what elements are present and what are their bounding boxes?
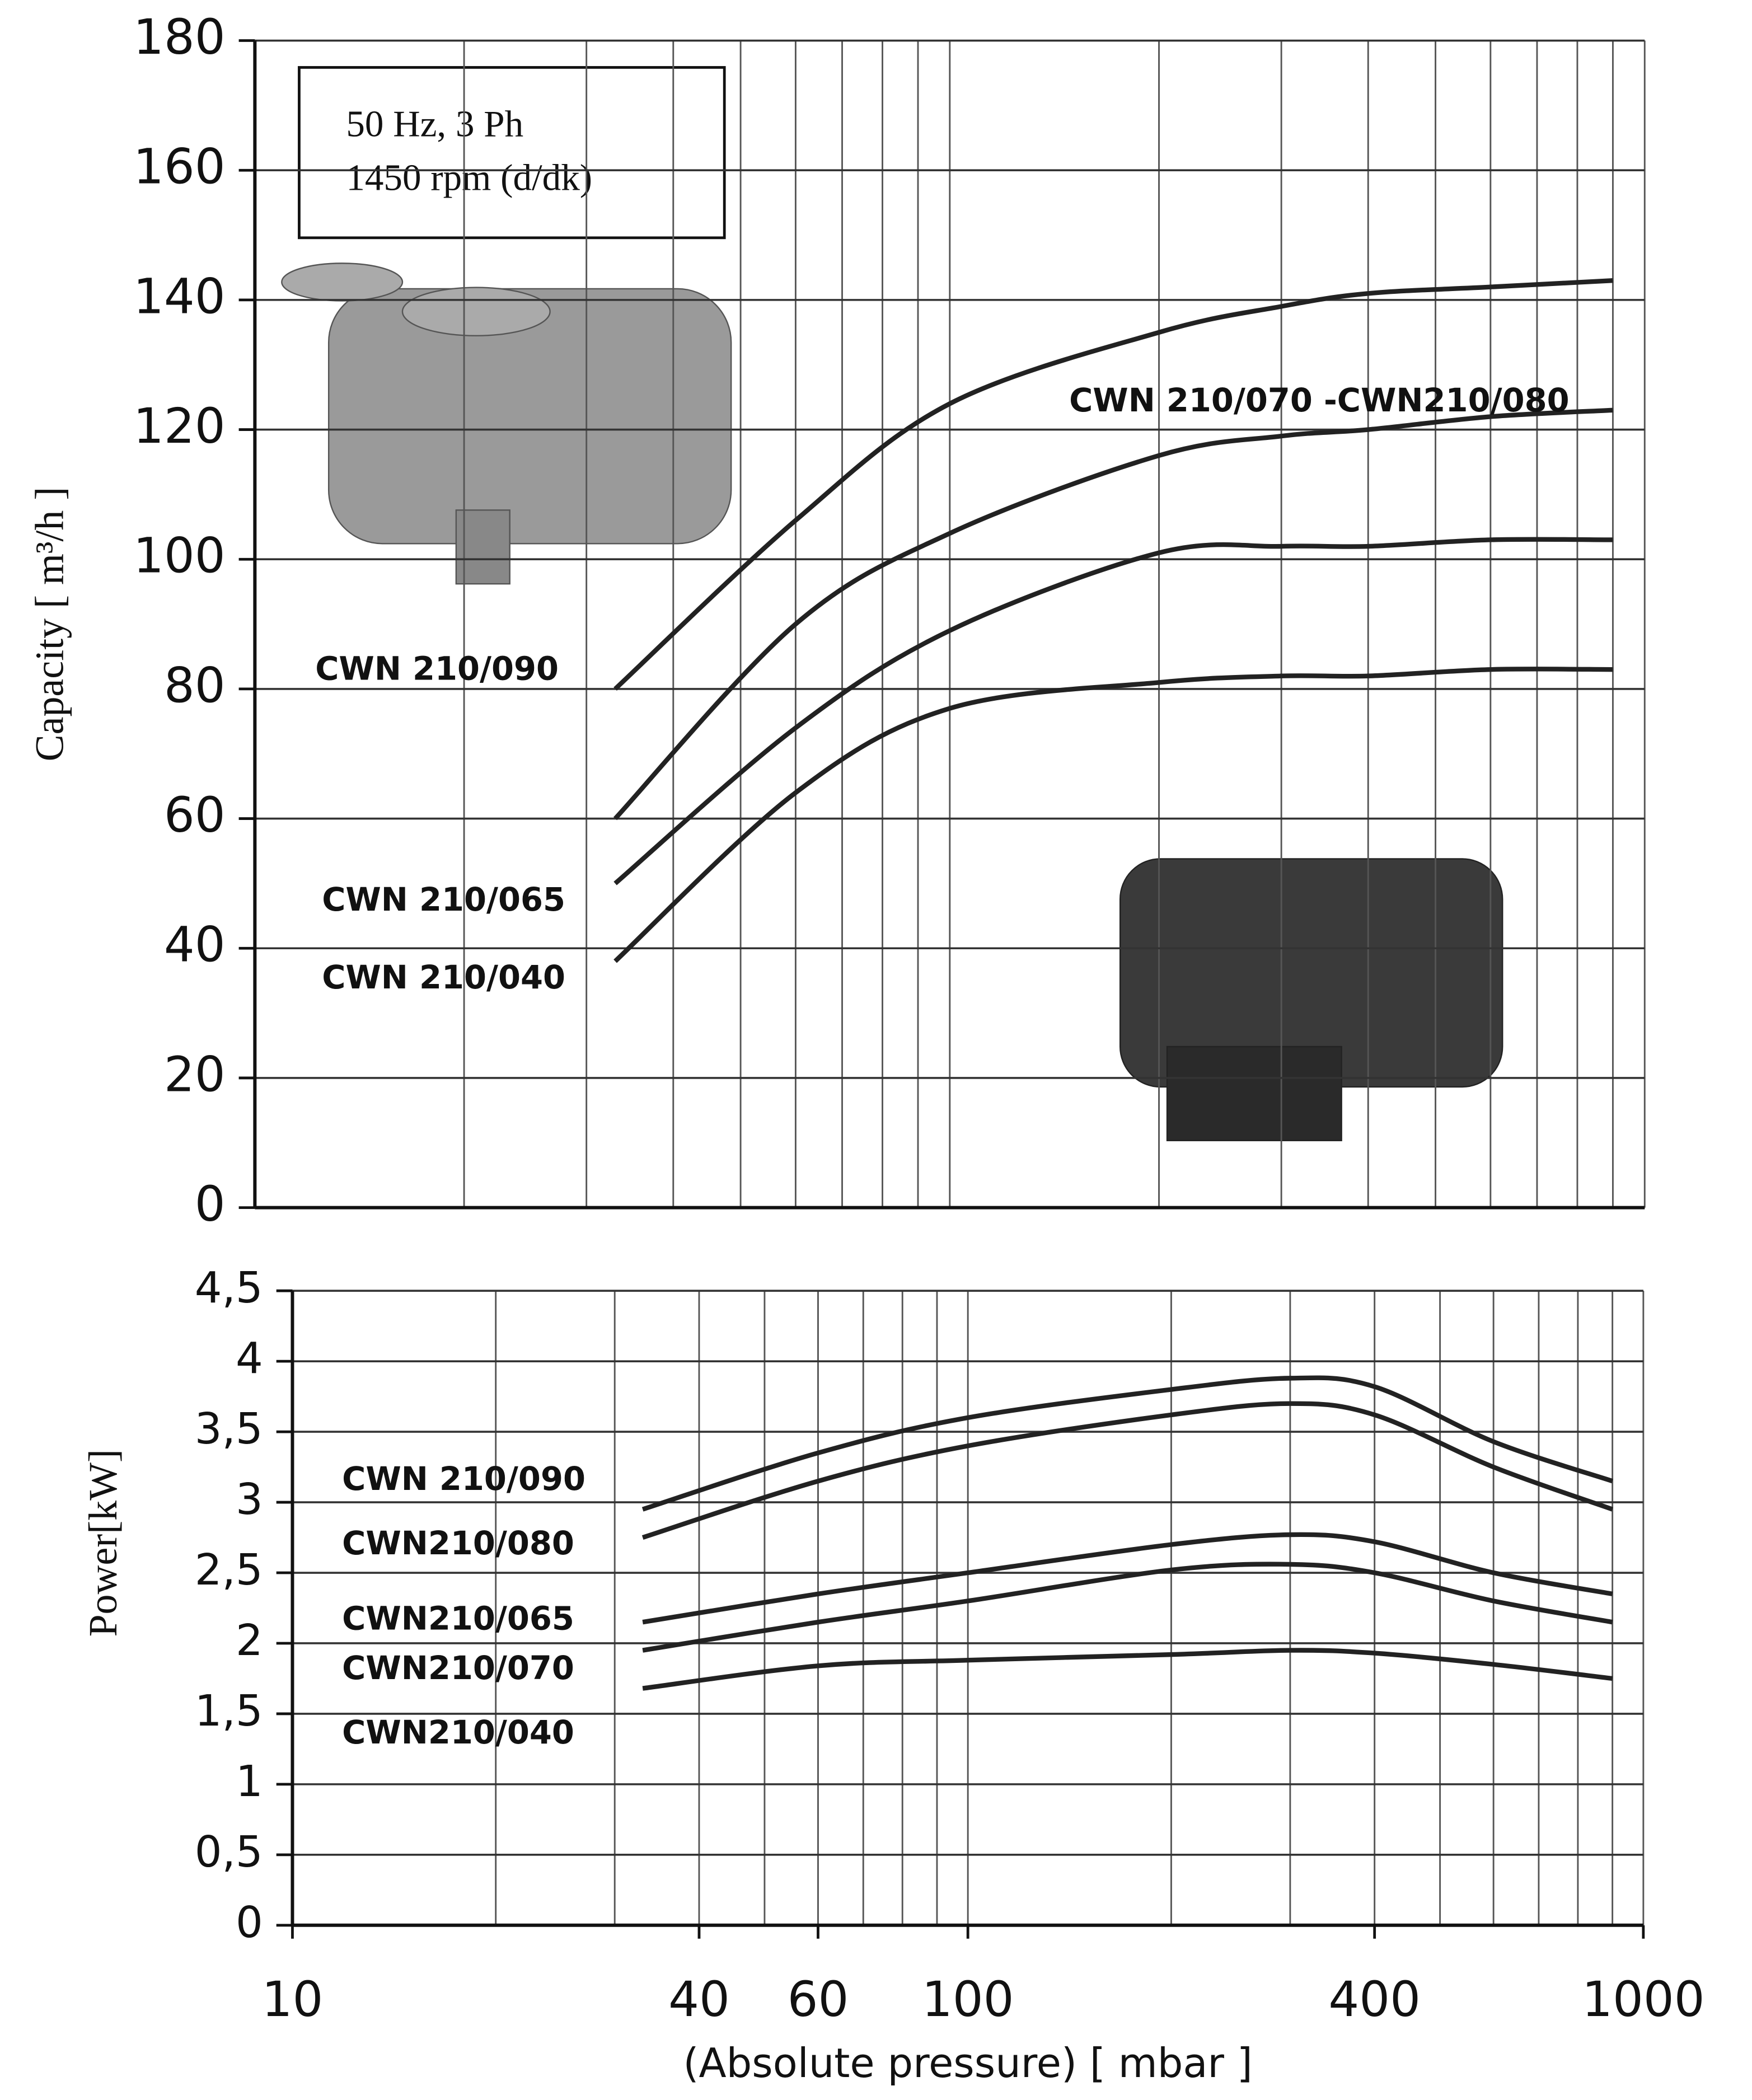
pump-photo	[282, 263, 731, 584]
series-label: CWN210/070	[342, 1649, 574, 1687]
series-line	[643, 1404, 1612, 1537]
series-label: CWN210/040	[342, 1714, 574, 1751]
series-line	[615, 540, 1613, 884]
y-tick-label: 120	[133, 399, 226, 454]
x-axis-label: (Absolute pressure) [ mbar ]	[683, 2040, 1252, 2087]
y-tick-label: 140	[133, 269, 226, 325]
series-line	[643, 1535, 1612, 1622]
annotation: 1450 rpm (d/dk)	[346, 157, 592, 199]
y-tick-label: 80	[164, 658, 226, 714]
series-label: CWN 210/065	[322, 881, 565, 918]
x-tick-label: 1000	[1582, 1972, 1705, 2028]
series-label: CWN 210/090	[315, 650, 559, 688]
x-tick-label: 10	[262, 1972, 324, 2028]
y-tick-label: 40	[164, 917, 226, 973]
x-tick-label: 400	[1328, 1972, 1421, 2028]
series-label: CWN210/065	[342, 1600, 574, 1637]
y-tick-label: 0,5	[195, 1827, 263, 1877]
y-tick-label: 3	[236, 1475, 263, 1525]
annotation-box	[299, 67, 724, 237]
y-tick-label: 2	[236, 1616, 263, 1666]
pump-photo	[1120, 859, 1502, 1140]
annotation: 50 Hz, 3 Ph	[346, 103, 523, 145]
y-tick-label: 3,5	[195, 1404, 263, 1454]
x-tick-label: 40	[668, 1972, 730, 2028]
y-tick-label: 0	[236, 1898, 263, 1948]
series-label: CWN 210/090	[342, 1460, 585, 1498]
series-line	[615, 280, 1613, 689]
series-label: CWN 210/040	[322, 959, 565, 996]
y-tick-label: 2,5	[195, 1545, 263, 1595]
y-tick-label: 180	[133, 10, 226, 65]
y-tick-label: 100	[133, 528, 226, 584]
chart: 50 Hz, 3 Ph 1450 rpm (d/dk) 020406080100…	[0, 0, 1752, 2100]
x-tick-label: 60	[788, 1972, 849, 2028]
y-axis-label: Power[kW]	[81, 1449, 125, 1637]
y-tick-label: 160	[133, 139, 226, 195]
series-label: CWN 210/070 -CWN210/080	[1069, 382, 1569, 419]
y-tick-label: 1,5	[195, 1686, 263, 1736]
y-tick-label: 0	[195, 1176, 226, 1232]
series-line	[643, 1650, 1612, 1688]
y-tick-label: 20	[164, 1047, 226, 1103]
series-label: CWN210/080	[342, 1525, 574, 1562]
y-tick-label: 60	[164, 787, 226, 843]
x-tick-label: 100	[922, 1972, 1014, 2028]
y-tick-label: 4,5	[195, 1263, 263, 1313]
series-line	[615, 410, 1613, 819]
y-tick-label: 1	[236, 1757, 263, 1807]
y-tick-label: 4	[236, 1334, 263, 1384]
y-axis-label: Capacity [ m³/h ]	[27, 487, 72, 762]
series-line	[643, 1564, 1612, 1651]
